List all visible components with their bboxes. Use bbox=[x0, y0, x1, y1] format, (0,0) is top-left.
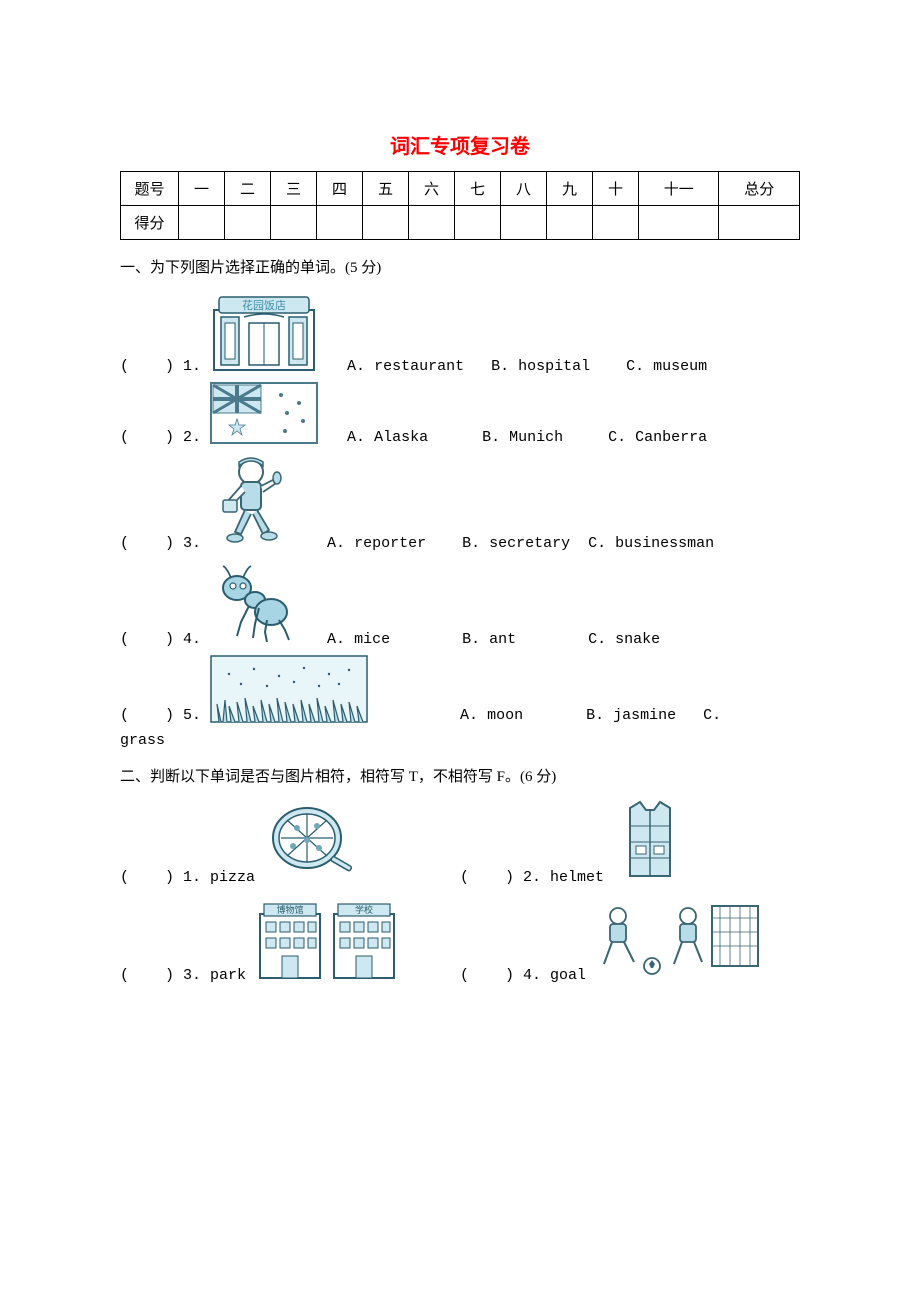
header-cell: 四 bbox=[317, 172, 363, 206]
q-number: 1 bbox=[183, 358, 192, 375]
flag-icon bbox=[209, 381, 319, 446]
s2-question-1: ( ) 1 . pizza bbox=[120, 796, 460, 886]
answer-blank[interactable]: ( ) bbox=[460, 967, 523, 984]
reporter-icon bbox=[209, 452, 299, 552]
q-word: pizza bbox=[210, 869, 255, 886]
question-row-4: ( ) 4 . A. mice B. ant C. snake bbox=[120, 558, 800, 648]
choices: A. reporter B. secretary C. businessman bbox=[327, 535, 714, 552]
q5-trailing-word: grass bbox=[120, 732, 800, 749]
q-word: goal bbox=[550, 967, 586, 984]
question-row-2: ( ) 2 . A. Alaska B. Munich C. Canberra bbox=[120, 381, 800, 446]
dot: . bbox=[532, 967, 550, 984]
header-cell: 一 bbox=[179, 172, 225, 206]
choices: A. Alaska B. Munich C. Canberra bbox=[347, 429, 707, 446]
header-cell: 九 bbox=[547, 172, 593, 206]
answer-blank[interactable]: ( ) bbox=[120, 869, 183, 886]
header-cell: 二 bbox=[225, 172, 271, 206]
answer-blank[interactable]: ( ) bbox=[120, 358, 183, 375]
dot: . bbox=[192, 967, 210, 984]
svg-text:博物馆: 博物馆 bbox=[277, 904, 304, 915]
score-label-cell: 得分 bbox=[121, 206, 179, 240]
header-cell: 八 bbox=[501, 172, 547, 206]
dot: . bbox=[532, 869, 550, 886]
page-title: 词汇专项复习卷 bbox=[120, 130, 800, 159]
choices: A. restaurant B. hospital C. museum bbox=[347, 358, 707, 375]
answer-blank[interactable]: ( ) bbox=[460, 869, 523, 886]
question-row-5: ( ) 5 . A. moon B. jasmine C. bbox=[120, 654, 800, 724]
dot: . bbox=[192, 869, 210, 886]
svg-text:学校: 学校 bbox=[355, 904, 373, 915]
question-row-3: ( ) 3 . A. reporter B. secretary C. busi… bbox=[120, 452, 800, 552]
answer-blank[interactable]: ( ) bbox=[120, 631, 183, 648]
q-number: 1 bbox=[183, 869, 192, 886]
ant-icon bbox=[209, 558, 299, 648]
q-number: 4 bbox=[183, 631, 192, 648]
soccer-icon bbox=[592, 894, 762, 984]
dot: . bbox=[192, 358, 201, 375]
header-cell: 三 bbox=[271, 172, 317, 206]
vest-icon bbox=[610, 796, 690, 886]
q-number: 3 bbox=[183, 967, 192, 984]
header-cell: 六 bbox=[409, 172, 455, 206]
s2-question-4: ( ) 4 . goal bbox=[460, 894, 800, 984]
dot: . bbox=[192, 707, 201, 724]
dot: . bbox=[192, 535, 201, 552]
answer-blank[interactable]: ( ) bbox=[120, 967, 183, 984]
q-number: 3 bbox=[183, 535, 192, 552]
section2-heading: 二、判断以下单词是否与图片相符，相符写 T，不相符写 F。(6 分) bbox=[120, 765, 800, 786]
score-cell[interactable] bbox=[501, 206, 547, 240]
score-table: 题号 一 二 三 四 五 六 七 八 九 十 十一 总分 得分 bbox=[120, 171, 800, 240]
s2-question-2: ( ) 2 . helmet bbox=[460, 796, 800, 886]
score-cell[interactable] bbox=[179, 206, 225, 240]
score-cell[interactable] bbox=[363, 206, 409, 240]
header-cell: 十一 bbox=[639, 172, 719, 206]
score-cell[interactable] bbox=[593, 206, 639, 240]
header-cell: 总分 bbox=[719, 172, 800, 206]
score-cell[interactable] bbox=[225, 206, 271, 240]
answer-blank[interactable]: ( ) bbox=[120, 707, 183, 724]
score-cell[interactable] bbox=[639, 206, 719, 240]
answer-blank[interactable]: ( ) bbox=[120, 429, 183, 446]
header-cell: 七 bbox=[455, 172, 501, 206]
header-cell: 题号 bbox=[121, 172, 179, 206]
choices: A. mice B. ant C. snake bbox=[327, 631, 660, 648]
dot: . bbox=[192, 631, 201, 648]
header-cell: 十 bbox=[593, 172, 639, 206]
score-table-score-row: 得分 bbox=[121, 206, 800, 240]
score-cell[interactable] bbox=[409, 206, 455, 240]
section1-heading: 一、为下列图片选择正确的单词。(5 分) bbox=[120, 256, 800, 277]
q-word: park bbox=[210, 967, 246, 984]
buildings-icon: 博物馆 学校 bbox=[252, 894, 402, 984]
score-table-header-row: 题号 一 二 三 四 五 六 七 八 九 十 十一 总分 bbox=[121, 172, 800, 206]
q-number: 4 bbox=[523, 967, 532, 984]
s2-question-3: ( ) 3 . park 博物馆 学校 bbox=[120, 894, 460, 984]
answer-blank[interactable]: ( ) bbox=[120, 535, 183, 552]
score-cell[interactable] bbox=[271, 206, 317, 240]
header-cell: 五 bbox=[363, 172, 409, 206]
restaurant-icon: 花园饭店 bbox=[209, 285, 319, 375]
q-word: helmet bbox=[550, 869, 604, 886]
q-number: 2 bbox=[523, 869, 532, 886]
pizza-icon bbox=[261, 796, 361, 886]
score-cell[interactable] bbox=[719, 206, 800, 240]
q-number: 5 bbox=[183, 707, 192, 724]
dot: . bbox=[192, 429, 201, 446]
question-row-1: ( ) 1 . 花园饭店 A. restaurant B. hospital C… bbox=[120, 285, 800, 375]
grass-icon bbox=[209, 654, 369, 724]
choices: A. moon B. jasmine C. bbox=[397, 707, 721, 724]
q-number: 2 bbox=[183, 429, 192, 446]
score-cell[interactable] bbox=[317, 206, 363, 240]
svg-text:花园饭店: 花园饭店 bbox=[242, 298, 286, 312]
score-cell[interactable] bbox=[455, 206, 501, 240]
score-cell[interactable] bbox=[547, 206, 593, 240]
